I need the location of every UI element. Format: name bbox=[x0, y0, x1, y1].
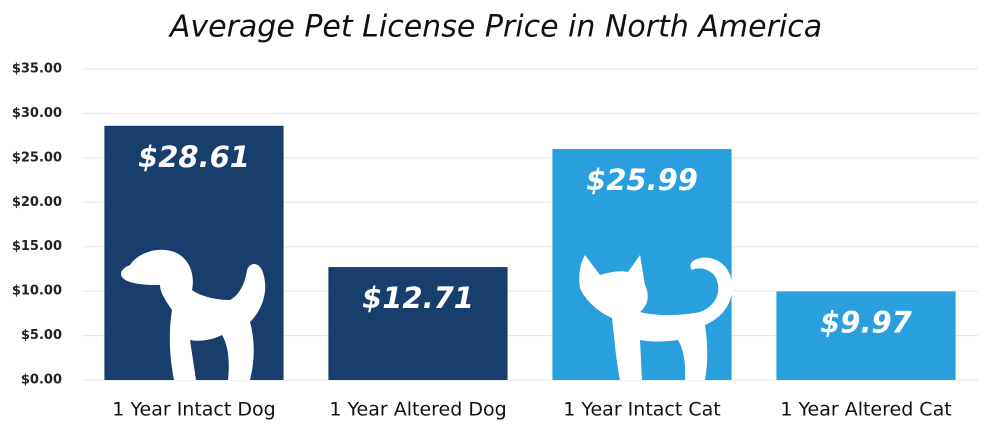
y-tick-label: $15.00 bbox=[12, 239, 62, 254]
bar bbox=[776, 291, 956, 380]
y-tick-label: $25.00 bbox=[12, 150, 62, 165]
value-label: $25.99 bbox=[586, 163, 698, 197]
x-tick-label: 1 Year Altered Dog bbox=[329, 399, 506, 421]
y-tick-label: $20.00 bbox=[12, 195, 62, 210]
cat-icon bbox=[579, 255, 733, 380]
chart-title: Average Pet License Price in North Ameri… bbox=[168, 10, 822, 45]
y-tick-label: $0.00 bbox=[21, 373, 62, 388]
y-tick-label: $5.00 bbox=[21, 328, 62, 343]
icons bbox=[121, 249, 733, 380]
value-label: $12.71 bbox=[362, 281, 474, 315]
y-tick-label: $10.00 bbox=[12, 284, 62, 299]
value-label: $9.97 bbox=[820, 305, 913, 339]
x-tick-label: 1 Year Intact Dog bbox=[112, 399, 275, 421]
value-label: $28.61 bbox=[138, 140, 250, 174]
x-tick-label: 1 Year Altered Cat bbox=[780, 399, 951, 421]
y-tick-label: $35.00 bbox=[12, 62, 62, 77]
x-tick-label: 1 Year Intact Cat bbox=[563, 399, 720, 421]
bar bbox=[328, 267, 508, 380]
dog-icon bbox=[121, 249, 266, 380]
y-tick-label: $30.00 bbox=[12, 106, 62, 121]
x-axis: 1 Year Intact Dog 1 Year Altered Dog 1 Yea… bbox=[112, 399, 951, 421]
